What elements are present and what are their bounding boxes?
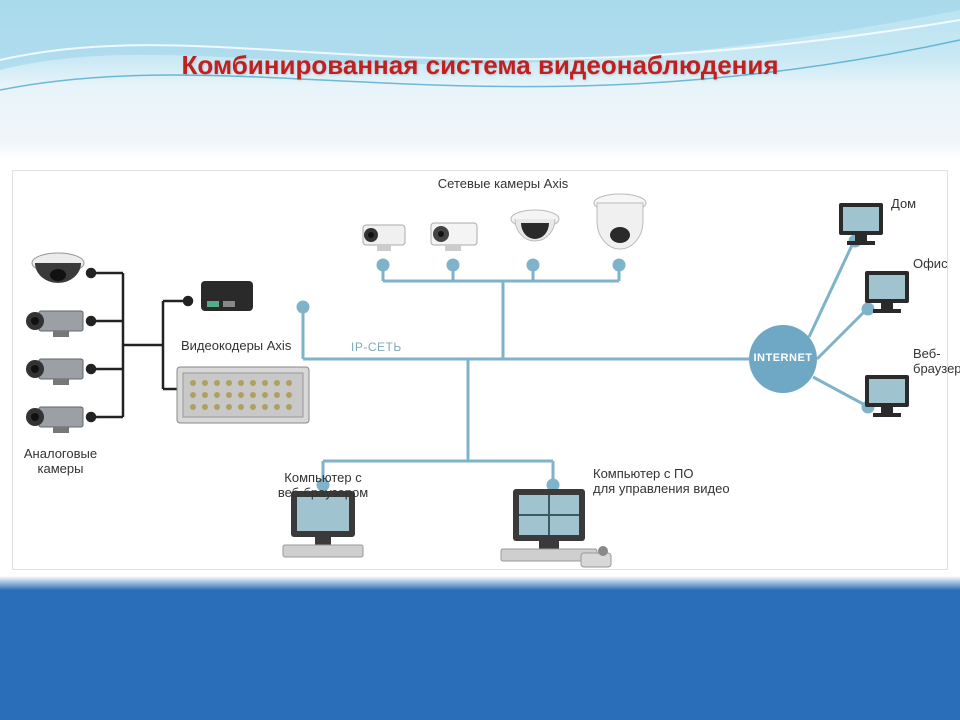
label-ip-net: IP-СЕТЬ xyxy=(351,341,402,355)
label-internet: INTERNET xyxy=(749,352,817,365)
slide: Комбинированная система видеонаблюдения xyxy=(0,0,960,720)
ip-camera-box-icon xyxy=(353,211,413,261)
encoder-rack-icon xyxy=(173,361,313,431)
label-encoders: Видеокодеры Axis xyxy=(181,339,291,354)
label-computer-browser: Компьютер с веб-браузером xyxy=(243,471,403,501)
label-web-browser: Веб- браузер xyxy=(913,347,960,377)
analog-box-camera-icon xyxy=(19,303,89,343)
analog-dome-camera-icon xyxy=(23,249,93,299)
analog-box-camera-icon xyxy=(19,351,89,391)
computer-vms-icon xyxy=(489,487,619,577)
client-home-monitor-icon xyxy=(833,199,889,249)
ip-camera-box2-icon xyxy=(423,211,483,261)
analog-box-camera-icon xyxy=(19,399,89,439)
client-office-monitor-icon xyxy=(859,267,915,317)
label-computer-vms: Компьютер с ПО для управления видео xyxy=(593,467,773,497)
label-analog-cameras: Аналоговые камеры xyxy=(13,447,108,477)
encoder-small-icon xyxy=(193,271,263,321)
label-office: Офис xyxy=(913,257,948,272)
diagram-area: Аналоговые камеры Видеокодеры Axis Сетев… xyxy=(12,170,948,570)
ip-camera-ptz-icon xyxy=(587,191,653,261)
label-network-cameras: Сетевые камеры Axis xyxy=(373,177,633,192)
client-browser-monitor-icon xyxy=(859,371,915,421)
slide-title: Комбинированная система видеонаблюдения xyxy=(0,50,960,81)
label-home: Дом xyxy=(891,197,916,212)
ip-camera-dome-icon xyxy=(503,205,567,261)
